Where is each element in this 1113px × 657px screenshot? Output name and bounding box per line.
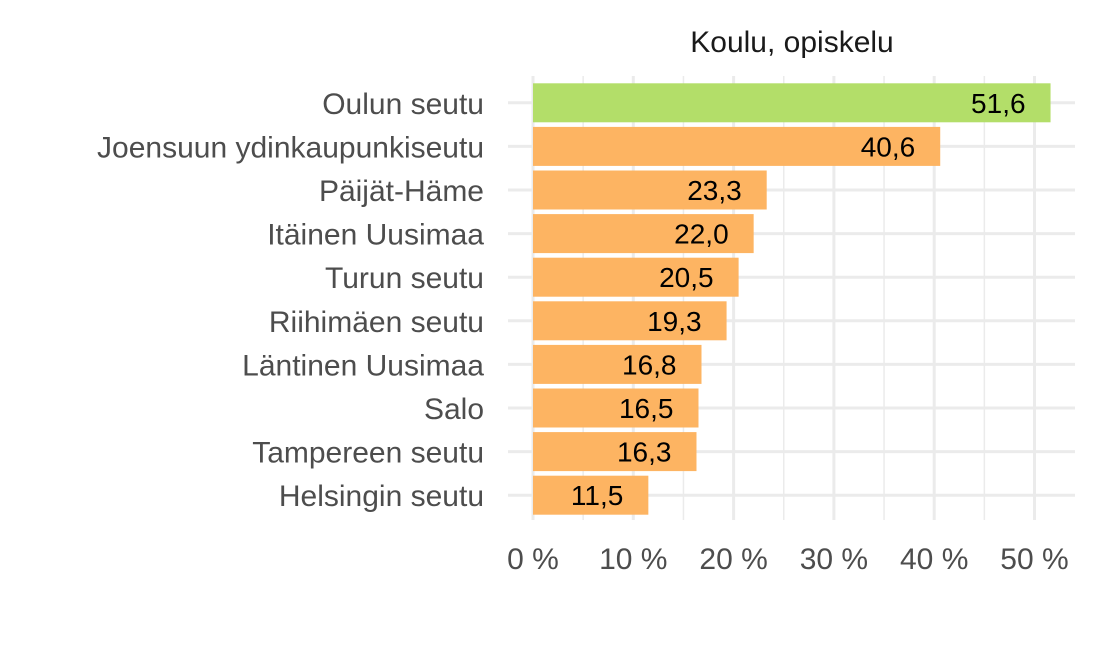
x-tick-label: 30 % [800,543,868,576]
x-tick-label: 0 % [507,543,559,576]
category-label: Itäinen Uusimaa [267,219,484,252]
data-label: 19,3 [647,306,702,337]
data-labels: 51,6 40,6 23,3 22,0 20,5 19,3 16,8 16,5 16,3 11,5 [571,88,1026,511]
bar [533,388,699,428]
data-label: 16,8 [622,349,677,380]
category-labels: Oulun seutu Joensuun ydinkaupunkiseutu Päi… [97,88,484,513]
category-label: Helsingin seutu [279,480,484,513]
bars [533,83,1051,515]
category-label: Oulun seutu [322,88,484,121]
category-label: Salo [424,393,484,426]
data-label: 22,0 [674,219,729,250]
data-label: 16,5 [619,393,674,424]
bar [533,432,697,472]
data-label: 51,6 [971,88,1026,119]
left-edge-percent-fragment: % [11,543,38,576]
data-label: 20,5 [659,262,714,293]
category-label: Läntinen Uusimaa [242,349,484,382]
x-tick-label: 40 % [900,543,968,576]
data-label: 11,5 [571,480,623,511]
bar [533,170,767,210]
category-label: Joensuun ydinkaupunkiseutu [97,131,484,164]
bar [533,83,1051,123]
category-label: Turun seutu [325,262,484,295]
bar [533,257,739,297]
x-tick-label: 50 % [1000,543,1068,576]
data-label: 40,6 [861,131,916,162]
bar [533,475,649,515]
panel-title: Koulu, opiskelu [690,26,893,59]
category-label: Tampereen seutu [252,437,484,470]
bar [533,126,941,166]
bar [533,344,702,384]
x-tick-label: 10 % [599,543,667,576]
bar [533,214,754,254]
category-label: Riihimäen seutu [269,306,484,339]
x-tick-labels: 0 % 10 % 20 % 30 % 40 % 50 % [507,543,1069,576]
data-label: 16,3 [617,437,672,468]
data-label: 23,3 [687,175,742,206]
bar [533,301,727,341]
category-label: Päijät-Häme [319,175,484,208]
x-tick-label: 20 % [699,543,767,576]
